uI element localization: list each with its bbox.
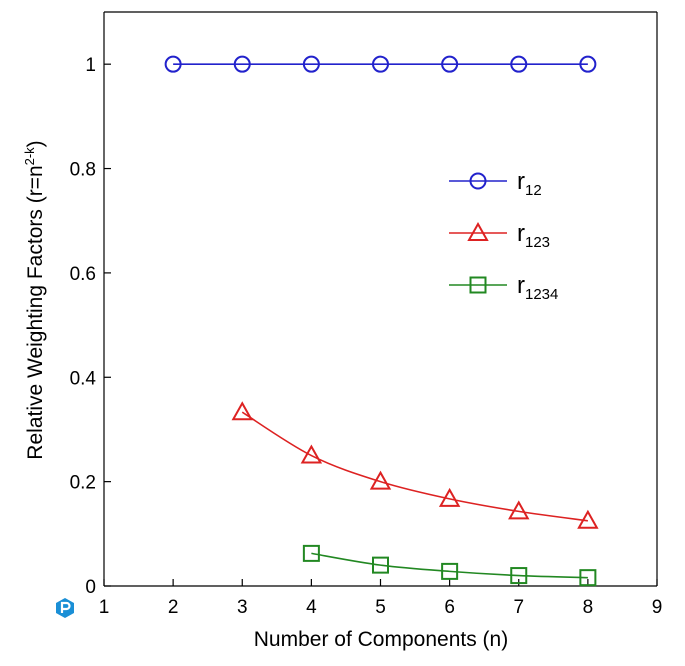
legend-label-main: r [517,168,525,195]
legend-label-subscript: 12 [525,182,542,199]
data-point [372,556,389,574]
x-axis-title: Number of Components (n) [254,628,508,651]
data-point [577,509,599,529]
y-tick-label: 0.4 [70,368,97,389]
plot-area [103,11,658,587]
legend-marker [469,172,487,190]
legend-entry: r123 [449,220,550,251]
series-line [241,411,588,522]
data-point [508,500,530,520]
x-ticks: 1 2 3 4 5 6 7 8 9 [99,579,663,618]
data-point [302,55,320,73]
y-tick-label: 0.8 [70,160,96,181]
legend-label: r12 [517,168,542,199]
legend-label-main: r [517,272,525,299]
x-tick-label: 1 [99,597,110,618]
y-axis-title-superscript: 2-k [22,147,37,166]
legend-label-subscript: 1234 [525,286,558,303]
y-tick-label: 0.2 [70,473,96,494]
data-point [233,55,251,73]
logo-icon [56,598,74,618]
data-point [438,487,461,507]
data-point [510,55,528,73]
legend-marker [469,276,487,294]
y-tick-label: 0 [85,577,96,598]
x-tick-label: 7 [513,597,524,618]
data-point [441,55,459,73]
x-tick-label: 5 [375,597,386,618]
series-layer [164,55,599,587]
legend-label-subscript: 123 [525,234,550,251]
y-axis-title: Relative Weighting Factors (r=n2-k) [22,140,47,459]
data-point [231,401,253,421]
legend-label: r1234 [517,272,558,303]
y-ticks: 0 0.2 0.4 0.6 0.8 1 [70,55,111,598]
x-tick-label: 4 [306,597,317,618]
series-r123 [231,401,599,529]
x-tick-label: 9 [652,597,663,618]
data-point [441,562,459,580]
x-tick-label: 8 [583,597,594,618]
data-point [369,470,392,490]
legend-marker [467,221,489,241]
y-axis-title-main: Relative Weighting Factors (r=n [24,165,47,459]
series-r1234 [302,544,597,587]
data-point [300,444,323,464]
y-axis-title-end: ) [24,140,47,147]
legend-label: r123 [517,220,550,251]
series-line [311,552,588,579]
x-tick-label: 3 [237,597,248,618]
series-r12 [164,55,597,73]
data-point [510,567,528,585]
data-point [372,55,389,73]
x-tick-label: 2 [168,597,179,618]
y-tick-label: 1 [85,55,96,76]
data-point [579,569,597,587]
data-point [164,55,182,73]
x-tick-label: 6 [444,597,455,618]
legend-entry: r1234 [449,272,558,303]
data-point [579,55,597,73]
legend-entry: r12 [449,168,542,199]
y-tick-label: 0.6 [70,264,96,285]
data-point [302,544,320,562]
legend-label-main: r [517,220,525,247]
